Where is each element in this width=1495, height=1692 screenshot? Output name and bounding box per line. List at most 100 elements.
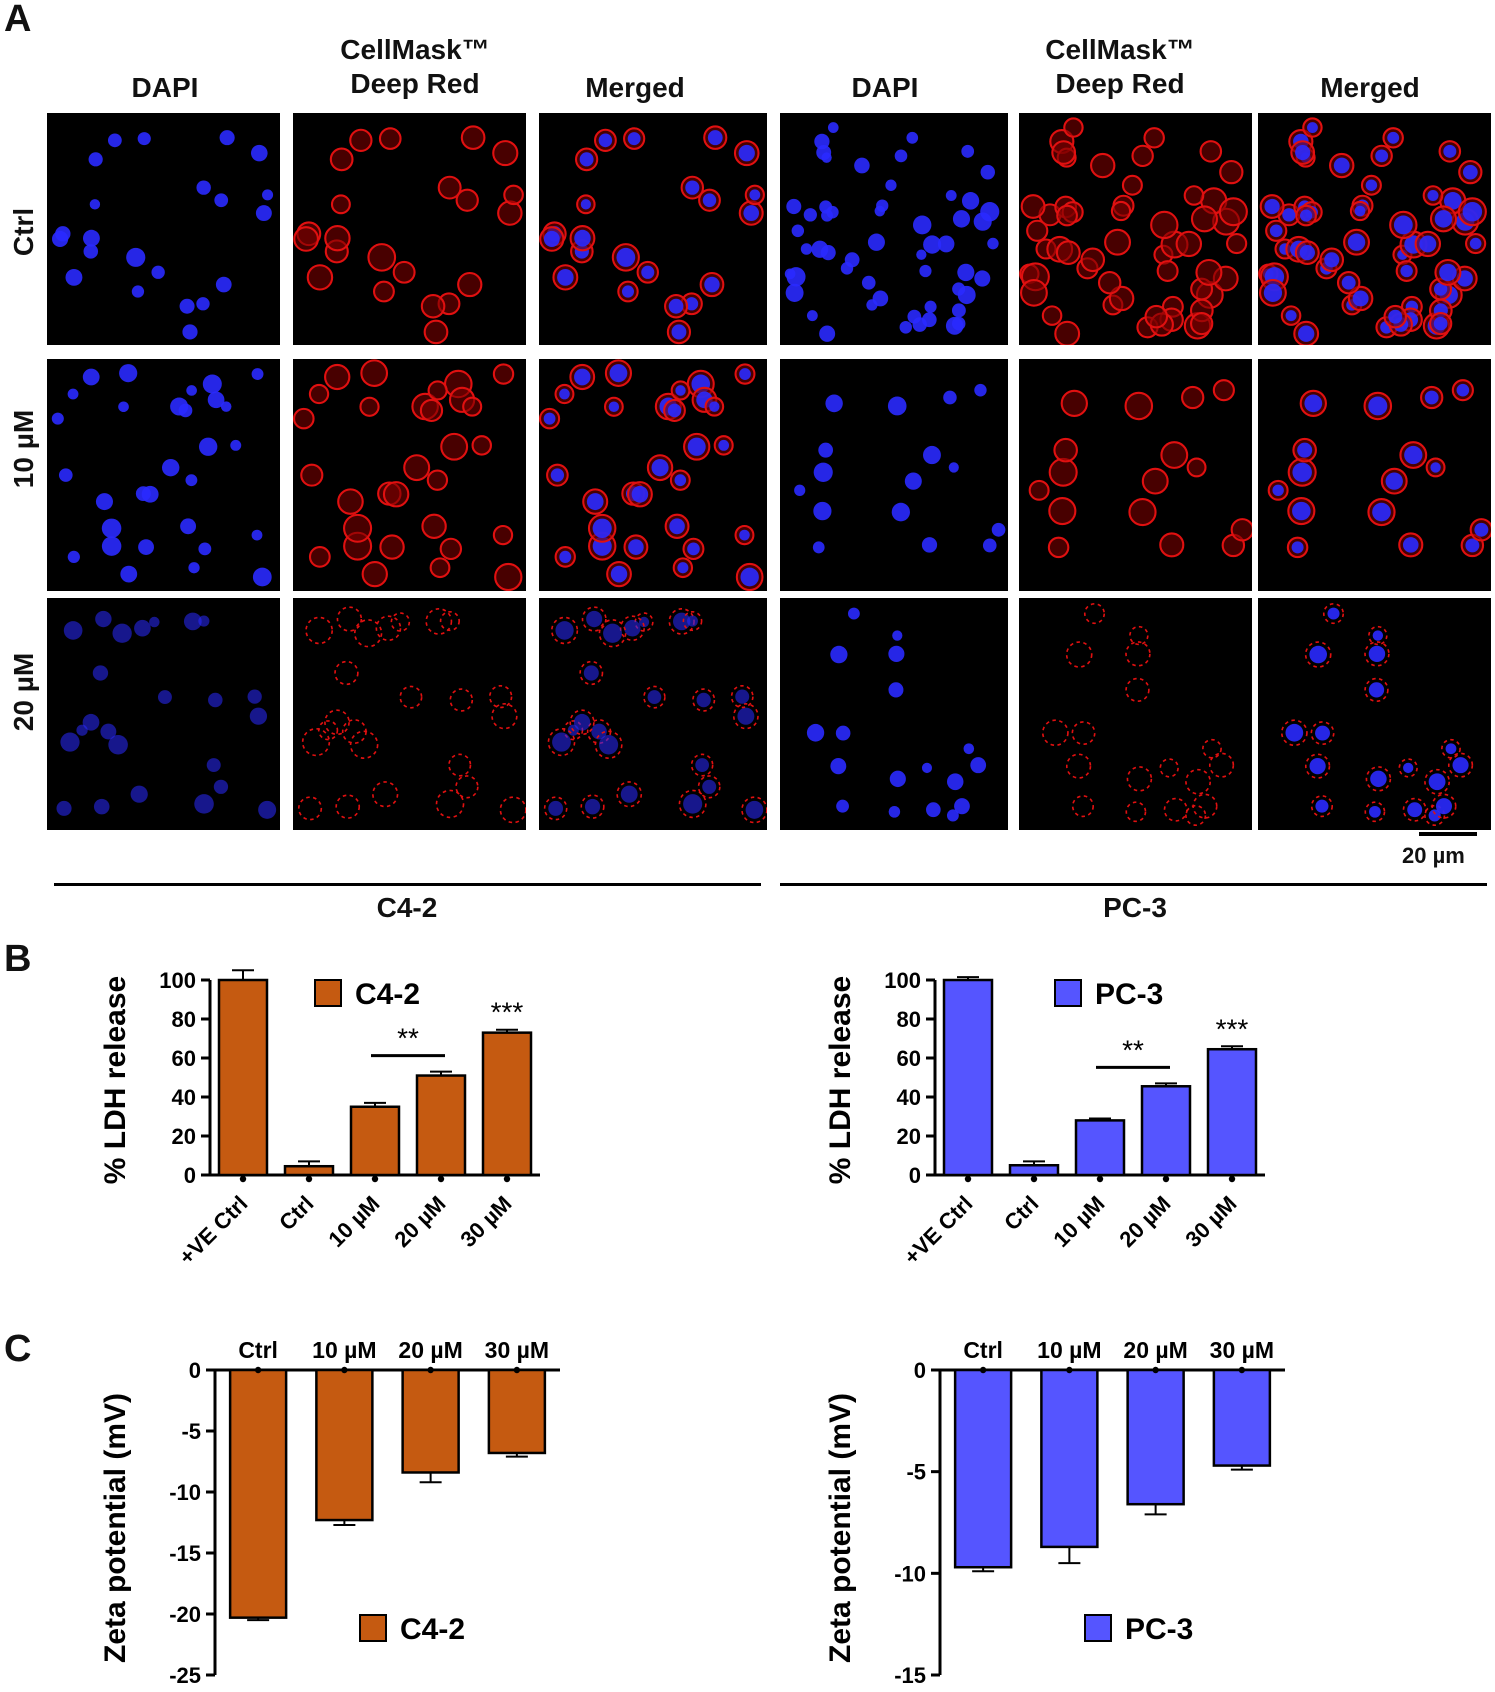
x-tick-label: +VE Ctrl [899, 1191, 978, 1270]
micrograph-dapi-c42-ctrl [47, 113, 280, 345]
group-label-c42: C4-2 [376, 892, 438, 923]
micrograph-dapi-pc3-ctrl [780, 113, 1008, 345]
micrograph-cellmask-c42-10um [293, 359, 526, 591]
x-tick-label: Ctrl [963, 1337, 1003, 1363]
y-axis-title: Zeta potential (mV) [99, 1393, 132, 1663]
y-tick-label: -25 [169, 1663, 201, 1688]
bar-10-m [349, 1105, 401, 1177]
micrograph-cellmask-pc3-ctrl [1019, 113, 1252, 345]
bar-10-m [315, 1368, 374, 1522]
row-label-ctrl: Ctrl [8, 207, 39, 257]
x-tick-label: Ctrl [274, 1191, 318, 1235]
x-tick-mark [371, 1175, 379, 1183]
significance-label: ** [397, 1023, 419, 1054]
legend-label: PC-3 [1095, 978, 1163, 1011]
bar-20-m [415, 1074, 467, 1177]
x-tick-mark [513, 1366, 521, 1374]
y-tick-label: 0 [914, 1358, 926, 1383]
y-tick-label: 80 [172, 1007, 196, 1032]
chart-zeta-pc3: 0 -5 -10 -15 Zeta potential (mV) Ctrl 10 µM 20 … [824, 1337, 1285, 1688]
micrograph-merged-c42-20um [539, 598, 767, 830]
y-tick-label: 60 [172, 1046, 196, 1071]
y-tick-label: -10 [894, 1561, 926, 1586]
chart-zeta-c42: 0 -5 -10 -15 -20 -25 Zeta potential (mV) Ctrl 10… [99, 1337, 560, 1688]
x-tick-label: 30 µM [1210, 1337, 1274, 1363]
x-tick-mark [1228, 1175, 1236, 1183]
y-axis-title: % LDH release [824, 976, 857, 1184]
column-header-dapi-c42: DAPI [131, 72, 199, 103]
micrograph-dapi-c42-10um [47, 359, 280, 591]
bar-ctrl [953, 1368, 1013, 1569]
micrograph-dapi-pc3-10um [780, 359, 1008, 591]
y-tick-label: 0 [184, 1163, 196, 1188]
micrograph-cellmask-pc3-20um [1019, 598, 1252, 830]
bar-ctrl [283, 1164, 335, 1177]
x-tick-label: 20 µM [1123, 1337, 1187, 1363]
bar-ve-ctrl [217, 978, 269, 1177]
legend-label: C4-2 [355, 978, 420, 1011]
legend-swatch [359, 1614, 387, 1642]
y-tick-label: 40 [172, 1085, 196, 1110]
x-tick-label: Ctrl [238, 1337, 278, 1363]
scale-bar [1419, 832, 1477, 836]
x-tick-mark [437, 1175, 445, 1183]
group-label-pc3: PC-3 [1103, 892, 1167, 923]
bar-30-m [481, 1031, 533, 1177]
y-tick-label: 80 [897, 1007, 921, 1032]
micrograph-cellmask-pc3-10um [1019, 359, 1252, 591]
y-tick-label: -15 [169, 1541, 201, 1566]
panel-label-a: A [4, 0, 32, 40]
bar-10-m [1074, 1119, 1126, 1177]
x-tick-mark [254, 1366, 262, 1374]
x-tick-label: 10 µM [323, 1191, 384, 1252]
y-tick-label: 60 [897, 1046, 921, 1071]
micrograph-cellmask-c42-20um [293, 598, 526, 830]
bar-ctrl [1008, 1164, 1060, 1177]
legend-label: PC-3 [1125, 1613, 1193, 1646]
micrograph-merged-pc3-20um [1258, 598, 1491, 830]
legend-swatch [1084, 1614, 1112, 1642]
panel-label-b: B [4, 938, 32, 980]
y-axis-title: Zeta potential (mV) [824, 1393, 857, 1663]
group-rule-pc3 [780, 883, 1487, 886]
x-tick-mark [979, 1366, 987, 1374]
legend-swatch [314, 979, 342, 1007]
micrograph-cellmask-c42-ctrl [293, 113, 526, 345]
row-label-20um: 20 µM [8, 652, 39, 732]
micrograph-merged-pc3-10um [1258, 359, 1491, 591]
bar-10-m [1040, 1368, 1099, 1549]
micrograph-merged-c42-ctrl [539, 113, 767, 345]
column-header-dapi-pc3: DAPI [851, 72, 919, 103]
x-tick-mark [427, 1366, 434, 1374]
legend-swatch [1054, 979, 1082, 1007]
x-tick-label: 30 µM [1180, 1191, 1241, 1252]
x-tick-mark [1162, 1175, 1170, 1183]
x-tick-label: 10 µM [1048, 1191, 1109, 1252]
scale-bar-label: 20 µm [1402, 843, 1465, 868]
bar-ctrl [228, 1368, 288, 1619]
bar-20-m [1126, 1368, 1185, 1506]
bar-30-m [487, 1368, 547, 1455]
x-tick-mark [305, 1175, 313, 1183]
y-axis-title: % LDH release [99, 976, 132, 1184]
x-tick-mark [341, 1366, 348, 1374]
bar-30-m [1212, 1368, 1272, 1467]
x-tick-mark [1152, 1366, 1159, 1374]
bar-20-m [1140, 1085, 1192, 1177]
micrograph-dapi-pc3-20um [780, 598, 1008, 830]
x-tick-label: 20 µM [389, 1191, 450, 1252]
y-tick-label: -5 [181, 1419, 201, 1444]
group-rule-c42 [54, 883, 761, 886]
x-tick-mark [1238, 1366, 1246, 1374]
x-tick-label: 10 µM [1037, 1337, 1101, 1363]
column-header-cellmask-pc3: CellMask™ Deep Red [1045, 34, 1195, 99]
chart-ldh-pc3: 0 20 40 60 80 100 % LDH release +VE Ctrl Ctrl 10 … [824, 968, 1265, 1270]
x-tick-mark [1030, 1175, 1038, 1183]
micrograph-merged-c42-10um [539, 359, 767, 591]
y-tick-label: -10 [169, 1480, 201, 1505]
bar-30-m [1206, 1047, 1258, 1177]
y-tick-label: -5 [906, 1460, 926, 1485]
x-tick-label: 20 µM [398, 1337, 462, 1363]
y-tick-label: 0 [189, 1358, 201, 1383]
